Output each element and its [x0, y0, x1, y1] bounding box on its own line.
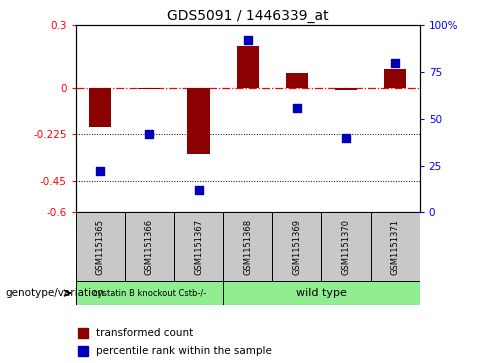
- Title: GDS5091 / 1446339_at: GDS5091 / 1446339_at: [167, 9, 328, 23]
- Point: [342, 135, 350, 140]
- Point: [244, 37, 252, 43]
- Bar: [187, 88, 209, 154]
- Text: GSM1151369: GSM1151369: [292, 219, 301, 275]
- Text: GSM1151366: GSM1151366: [145, 219, 154, 275]
- Text: GSM1151368: GSM1151368: [243, 219, 252, 275]
- Point: [145, 131, 153, 137]
- Text: wild type: wild type: [296, 288, 347, 298]
- Text: GSM1151367: GSM1151367: [194, 219, 203, 275]
- FancyBboxPatch shape: [76, 281, 223, 305]
- Bar: [138, 88, 161, 89]
- Bar: [237, 46, 259, 88]
- FancyBboxPatch shape: [223, 281, 420, 305]
- Bar: [335, 88, 357, 90]
- Text: genotype/variation: genotype/variation: [5, 288, 104, 298]
- Text: GSM1151371: GSM1151371: [390, 219, 400, 275]
- Point: [195, 187, 203, 193]
- Text: GSM1151365: GSM1151365: [96, 219, 105, 275]
- Point: [293, 105, 301, 111]
- Text: transformed count: transformed count: [96, 328, 193, 338]
- Bar: [78, 346, 88, 356]
- Bar: [78, 328, 88, 338]
- Bar: [384, 69, 406, 88]
- FancyBboxPatch shape: [223, 212, 272, 281]
- FancyBboxPatch shape: [174, 212, 223, 281]
- FancyBboxPatch shape: [125, 212, 174, 281]
- FancyBboxPatch shape: [272, 212, 322, 281]
- FancyBboxPatch shape: [322, 212, 370, 281]
- Text: GSM1151370: GSM1151370: [342, 219, 350, 275]
- Bar: [89, 88, 111, 127]
- Bar: [286, 73, 308, 88]
- Text: percentile rank within the sample: percentile rank within the sample: [96, 346, 272, 356]
- FancyBboxPatch shape: [76, 212, 125, 281]
- Point: [391, 60, 399, 66]
- FancyBboxPatch shape: [370, 212, 420, 281]
- Text: cystatin B knockout Cstb-/-: cystatin B knockout Cstb-/-: [93, 289, 206, 298]
- Point: [96, 168, 104, 174]
